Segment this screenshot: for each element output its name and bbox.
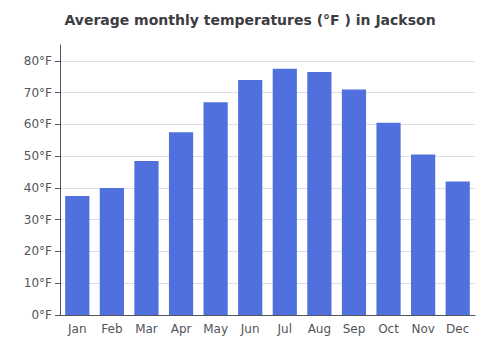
svg-text:0°F: 0°F bbox=[31, 308, 52, 322]
svg-text:60°F: 60°F bbox=[24, 117, 52, 131]
svg-text:Sep: Sep bbox=[343, 322, 366, 336]
svg-text:Jul: Jul bbox=[277, 322, 292, 336]
svg-text:Feb: Feb bbox=[101, 322, 122, 336]
svg-text:Average monthly temperatures (: Average monthly temperatures (°F ) in Ja… bbox=[64, 12, 435, 28]
svg-text:Oct: Oct bbox=[378, 322, 399, 336]
svg-text:Jan: Jan bbox=[67, 322, 87, 336]
svg-text:10°F: 10°F bbox=[24, 276, 52, 290]
svg-text:30°F: 30°F bbox=[24, 213, 52, 227]
svg-text:70°F: 70°F bbox=[24, 86, 52, 100]
svg-text:Nov: Nov bbox=[411, 322, 434, 336]
svg-text:Dec: Dec bbox=[446, 322, 469, 336]
svg-text:Jun: Jun bbox=[240, 322, 260, 336]
svg-text:50°F: 50°F bbox=[24, 149, 52, 163]
svg-text:80°F: 80°F bbox=[24, 54, 52, 68]
svg-text:May: May bbox=[203, 322, 228, 336]
svg-text:20°F: 20°F bbox=[24, 244, 52, 258]
svg-text:Aug: Aug bbox=[308, 322, 331, 336]
svg-text:Apr: Apr bbox=[171, 322, 192, 336]
svg-text:40°F: 40°F bbox=[24, 181, 52, 195]
svg-text:Mar: Mar bbox=[135, 322, 158, 336]
